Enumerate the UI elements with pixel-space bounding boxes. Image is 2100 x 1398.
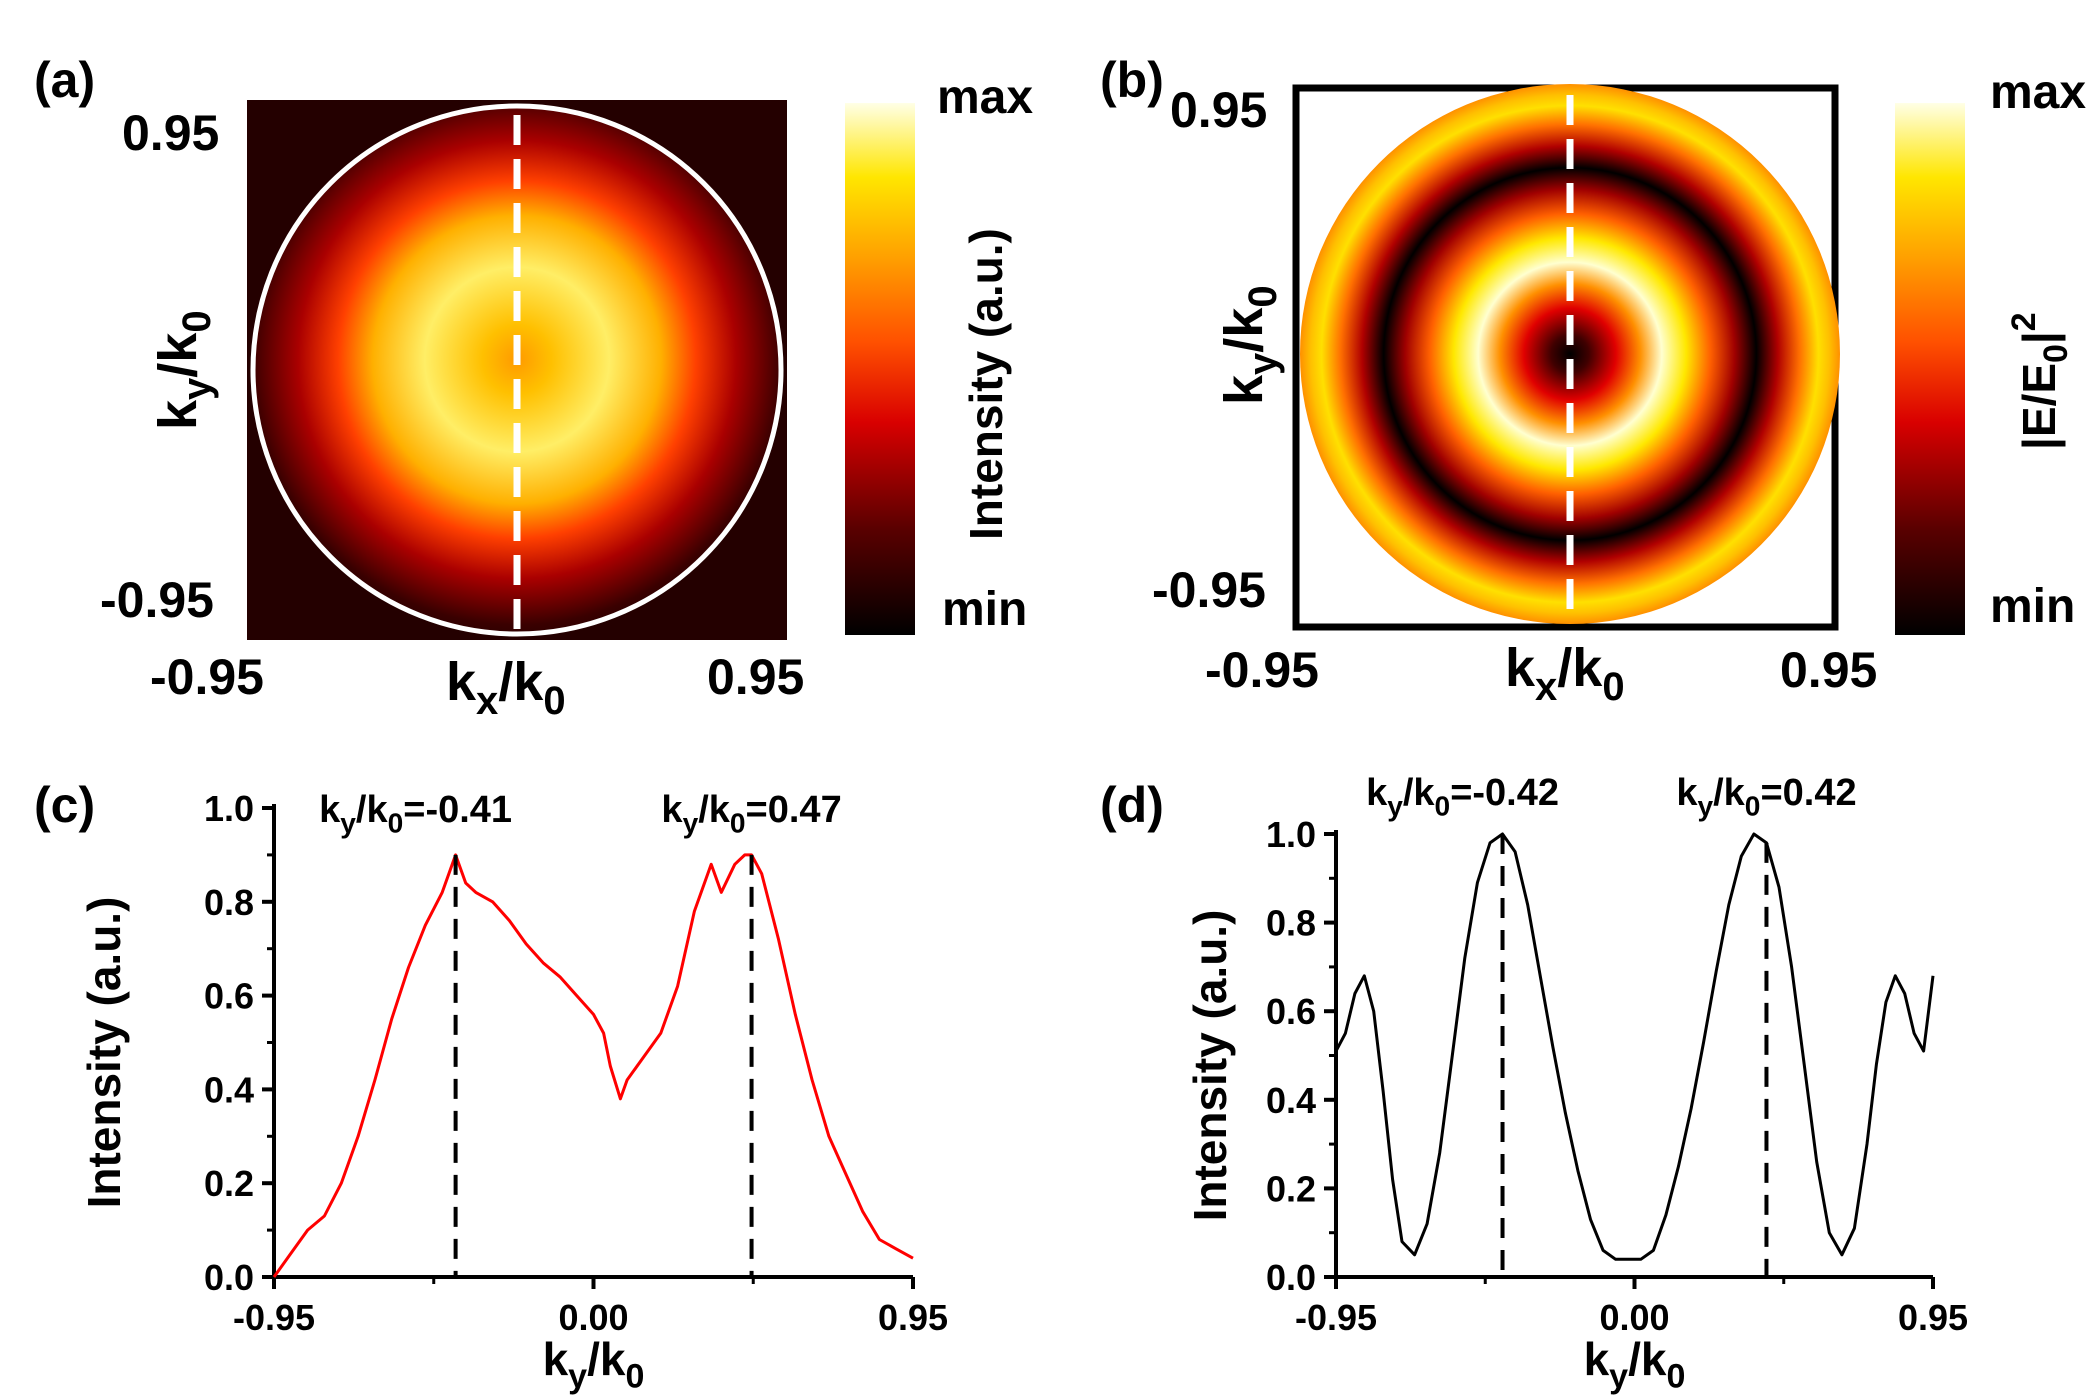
y-tick-label: 0.4	[204, 1069, 254, 1110]
peak-annotation: ky/k0=-0.41	[319, 789, 512, 838]
panel-a: (a) 0.95 -0.95 -0.95 0.95 kx/k0 ky/k0 ma…	[34, 52, 1033, 723]
panel-b-colorbar	[1895, 103, 1965, 635]
series-line-measured	[272, 853, 914, 1278]
panel-b-y-axis-label: ky/k0	[1214, 285, 1285, 405]
y-tick-label: 0.0	[1266, 1257, 1316, 1298]
panel-a-x-axis-label: kx/k0	[446, 652, 566, 723]
panel-b-x-axis-label: kx/k0	[1505, 638, 1625, 709]
panel-b-colorbar-max: max	[1990, 66, 2086, 119]
panel-b-field-map	[1300, 84, 1840, 624]
panel-b-y-max-label: 0.95	[1170, 82, 1267, 138]
y-tick-label: 0.0	[204, 1257, 254, 1298]
y-axis-label: Intensity (a.u.)	[78, 897, 130, 1209]
panel-a-y-max-label: 0.95	[122, 105, 219, 161]
panel-a-y-min-label: -0.95	[100, 572, 214, 628]
panel-b-colorbar-min: min	[1990, 580, 2075, 633]
y-tick-label: 0.2	[204, 1163, 254, 1204]
panel-a-x-min-label: -0.95	[150, 649, 264, 705]
panel-a-label: (a)	[34, 52, 95, 108]
y-tick-label: 1.0	[204, 788, 254, 829]
peak-annotation: ky/k0=-0.42	[1366, 772, 1559, 821]
panel-c: (c) 0.0 0.2 0.4 0.6 0.8 1.0 -0.95 0.00 0.95 ky/k0…	[34, 777, 948, 1395]
x-tick-label: 0.95	[878, 1297, 948, 1338]
y-tick-label: 0.4	[1266, 1080, 1316, 1121]
x-axis-label: ky/k0	[543, 1333, 645, 1395]
y-tick-label: 0.6	[204, 976, 254, 1017]
y-tick-label: 1.0	[1266, 814, 1316, 855]
peak-annotation: ky/k0=0.42	[1676, 772, 1856, 821]
panel-c-label: (c)	[34, 777, 95, 833]
series-line-simulated	[1334, 832, 1935, 1261]
panel-b-y-min-label: -0.95	[1152, 562, 1266, 618]
y-tick-label: 0.2	[1266, 1168, 1316, 1209]
panel-d: (d) 0.0 0.2 0.4 0.6 0.8 1.0 -0.95 0.00 0.95 ky/k0…	[1100, 772, 1968, 1395]
panel-a-na-circle	[250, 103, 784, 637]
panel-b: (b) 0.95 -0.95 -0.95 0.95 kx/k0 ky/k0 ma…	[1100, 52, 2086, 709]
x-tick-label: -0.95	[1295, 1297, 1377, 1338]
y-axis-label: Intensity (a.u.)	[1184, 910, 1236, 1222]
y-tick-label: 0.8	[204, 882, 254, 923]
panel-a-colorbar-min: min	[942, 583, 1027, 636]
panel-b-colorbar-label: |E/E0|2	[2005, 312, 2075, 450]
panel-a-y-axis-label: ky/k0	[148, 310, 219, 430]
panel-b-x-max-label: 0.95	[1780, 642, 1877, 698]
y-tick-label: 0.6	[1266, 991, 1316, 1032]
x-axis-label: ky/k0	[1584, 1333, 1686, 1395]
x-tick-label: 0.00	[558, 1297, 628, 1338]
peak-annotation: ky/k0=0.47	[661, 789, 841, 838]
x-tick-label: -0.95	[233, 1297, 315, 1338]
panel-b-x-min-label: -0.95	[1205, 642, 1319, 698]
panel-b-label: (b)	[1100, 52, 1164, 108]
x-tick-label: 0.00	[1599, 1297, 1669, 1338]
x-tick-label: 0.95	[1898, 1297, 1968, 1338]
panel-a-colorbar-max: max	[937, 71, 1033, 124]
panel-a-colorbar-label: Intensity (a.u.)	[960, 228, 1012, 540]
panel-d-label: (d)	[1100, 777, 1164, 833]
panel-a-x-max-label: 0.95	[707, 649, 804, 705]
panel-a-colorbar	[845, 103, 915, 635]
panel-a-intensity-map	[255, 108, 779, 632]
y-tick-label: 0.8	[1266, 903, 1316, 944]
